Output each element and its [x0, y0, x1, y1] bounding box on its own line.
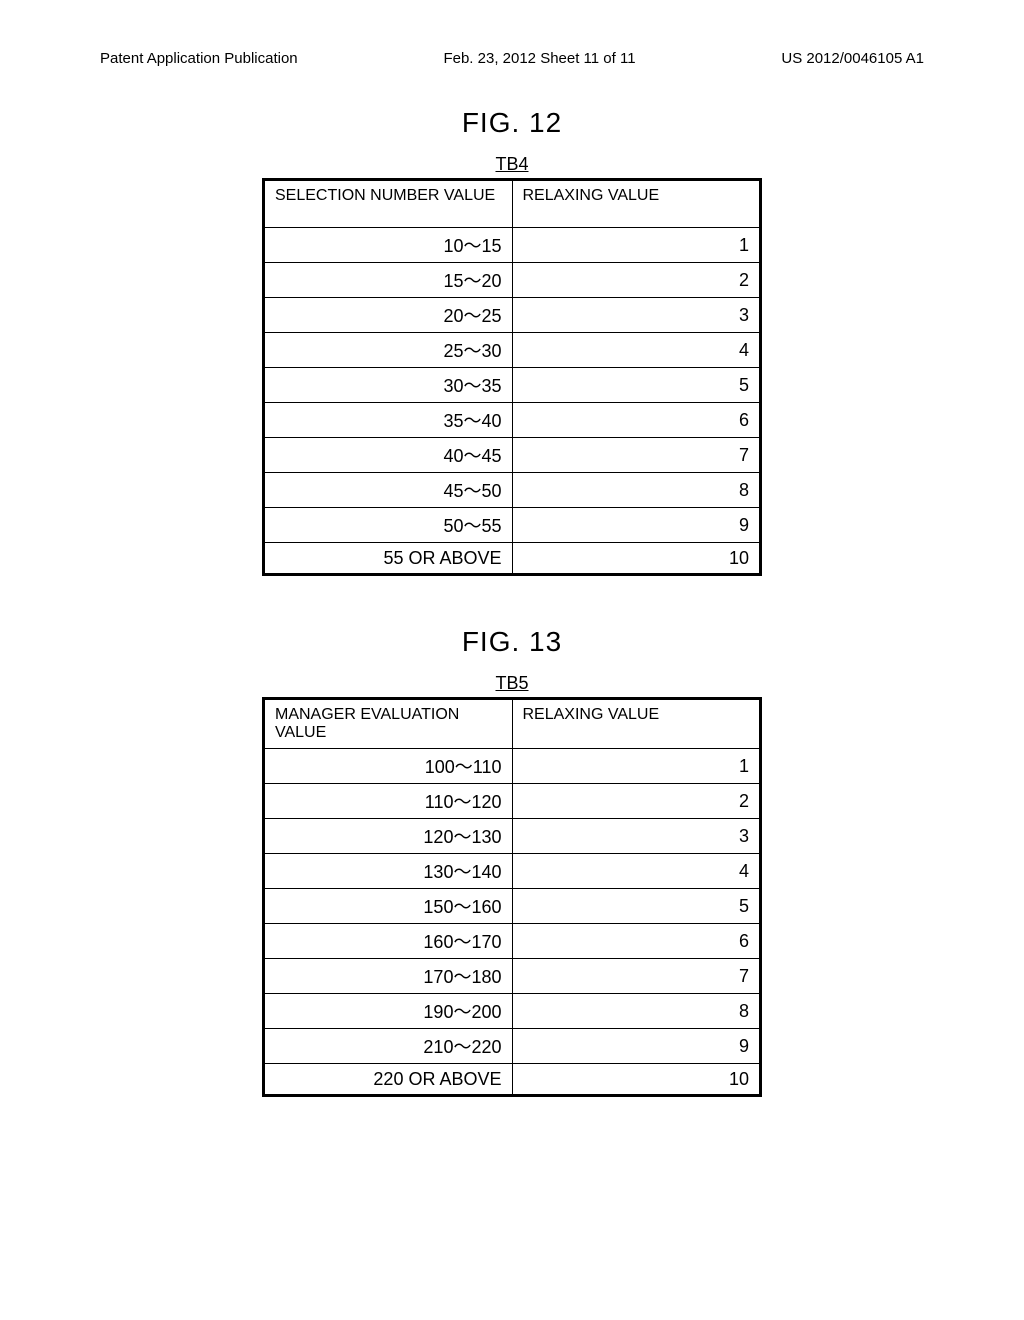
header-center: Feb. 23, 2012 Sheet 11 of 11 — [443, 50, 635, 67]
cell-relaxing: 8 — [512, 994, 761, 1029]
cell-selection: 30～35 — [264, 368, 513, 403]
cell-relaxing: 2 — [512, 263, 761, 298]
table-row: 10～151 — [264, 228, 761, 263]
figure-12-block: FIG. 12 TB4 SELECTION NUMBER VALUE RELAX… — [100, 107, 924, 576]
cell-relaxing: 4 — [512, 333, 761, 368]
cell-relaxing: 3 — [512, 819, 761, 854]
table-row: 15～202 — [264, 263, 761, 298]
table-row: 100～1101 — [264, 749, 761, 784]
table-tb4: SELECTION NUMBER VALUE RELAXING VALUE 10… — [262, 178, 762, 576]
table-row: 130～1404 — [264, 854, 761, 889]
figure-12-title: FIG. 12 — [100, 107, 924, 139]
cell-selection: 10～15 — [264, 228, 513, 263]
table-row: 25～304 — [264, 333, 761, 368]
cell-manager: 220 OR ABOVE — [264, 1064, 513, 1096]
cell-relaxing: 2 — [512, 784, 761, 819]
cell-selection: 35～40 — [264, 403, 513, 438]
cell-relaxing: 9 — [512, 508, 761, 543]
table-row: 110～1202 — [264, 784, 761, 819]
cell-relaxing: 5 — [512, 368, 761, 403]
column-header-manager: MANAGER EVALUATION VALUE — [264, 699, 513, 749]
cell-manager: 130～140 — [264, 854, 513, 889]
cell-relaxing: 7 — [512, 959, 761, 994]
table-row: 55 OR ABOVE10 — [264, 543, 761, 575]
figure-13-block: FIG. 13 TB5 MANAGER EVALUATION VALUE REL… — [100, 626, 924, 1097]
cell-selection: 50～55 — [264, 508, 513, 543]
table-row: 20～253 — [264, 298, 761, 333]
cell-manager: 150～160 — [264, 889, 513, 924]
header-left: Patent Application Publication — [100, 50, 298, 67]
table-row: 40～457 — [264, 438, 761, 473]
column-header-relaxing: RELAXING VALUE — [512, 180, 761, 228]
cell-relaxing: 1 — [512, 749, 761, 784]
cell-manager: 110～120 — [264, 784, 513, 819]
cell-manager: 210～220 — [264, 1029, 513, 1064]
table-row: 160～1706 — [264, 924, 761, 959]
cell-relaxing: 5 — [512, 889, 761, 924]
table-tb4-body: 10～151 15～202 20～253 25～304 30～355 35～40… — [264, 228, 761, 575]
cell-selection: 20～25 — [264, 298, 513, 333]
figure-13-title: FIG. 13 — [100, 626, 924, 658]
cell-relaxing: 10 — [512, 1064, 761, 1096]
table-row: 120～1303 — [264, 819, 761, 854]
cell-manager: 100～110 — [264, 749, 513, 784]
table-row: 30～355 — [264, 368, 761, 403]
cell-relaxing: 8 — [512, 473, 761, 508]
cell-relaxing: 7 — [512, 438, 761, 473]
header-right: US 2012/0046105 A1 — [781, 50, 924, 67]
cell-selection: 55 OR ABOVE — [264, 543, 513, 575]
cell-manager: 190～200 — [264, 994, 513, 1029]
table-row: 50～559 — [264, 508, 761, 543]
table-row: 45～508 — [264, 473, 761, 508]
cell-selection: 40～45 — [264, 438, 513, 473]
table-tb5-label: TB5 — [100, 673, 924, 694]
cell-selection: 45～50 — [264, 473, 513, 508]
cell-relaxing: 10 — [512, 543, 761, 575]
cell-relaxing: 6 — [512, 924, 761, 959]
table-row: 35～406 — [264, 403, 761, 438]
column-header-selection: SELECTION NUMBER VALUE — [264, 180, 513, 228]
cell-manager: 160～170 — [264, 924, 513, 959]
table-row: 150～1605 — [264, 889, 761, 924]
table-header-row: MANAGER EVALUATION VALUE RELAXING VALUE — [264, 699, 761, 749]
cell-relaxing: 9 — [512, 1029, 761, 1064]
cell-relaxing: 4 — [512, 854, 761, 889]
table-row: 210～2209 — [264, 1029, 761, 1064]
cell-relaxing: 3 — [512, 298, 761, 333]
cell-relaxing: 1 — [512, 228, 761, 263]
table-row: 220 OR ABOVE10 — [264, 1064, 761, 1096]
cell-selection: 15～20 — [264, 263, 513, 298]
cell-selection: 25～30 — [264, 333, 513, 368]
table-row: 170～1807 — [264, 959, 761, 994]
cell-manager: 120～130 — [264, 819, 513, 854]
table-header-row: SELECTION NUMBER VALUE RELAXING VALUE — [264, 180, 761, 228]
table-row: 190～2008 — [264, 994, 761, 1029]
cell-manager: 170～180 — [264, 959, 513, 994]
page-header: Patent Application Publication Feb. 23, … — [100, 50, 924, 67]
table-tb5-body: 100～1101 110～1202 120～1303 130～1404 150～… — [264, 749, 761, 1096]
table-tb5: MANAGER EVALUATION VALUE RELAXING VALUE … — [262, 697, 762, 1097]
table-tb4-label: TB4 — [100, 154, 924, 175]
cell-relaxing: 6 — [512, 403, 761, 438]
column-header-relaxing: RELAXING VALUE — [512, 699, 761, 749]
